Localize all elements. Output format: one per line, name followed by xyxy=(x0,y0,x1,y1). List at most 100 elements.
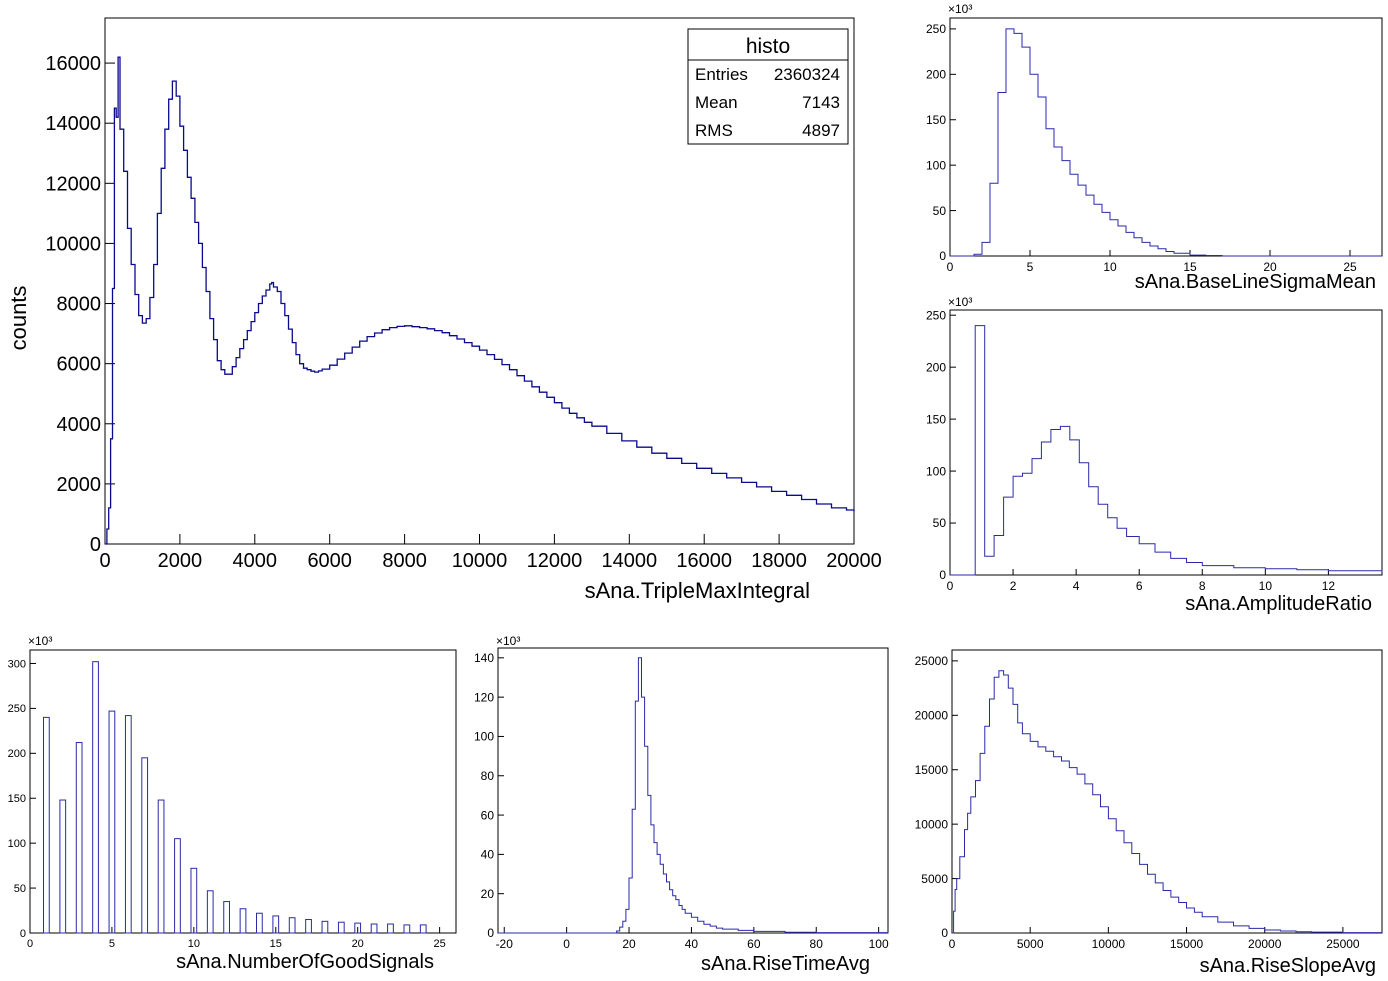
x-tick-label: 10000 xyxy=(452,550,508,572)
y-tick-label: 140 xyxy=(474,651,494,665)
x-tick-label: 60 xyxy=(747,937,761,951)
stats-box: histo Entries 2360324 Mean 7143 RMS 4897 xyxy=(687,28,849,145)
stats-label-entries: Entries xyxy=(695,65,748,84)
x-tick-label: 0 xyxy=(99,550,110,572)
y-tick-label: 100 xyxy=(474,730,494,744)
y-tick-label: 150 xyxy=(926,113,946,127)
bar xyxy=(174,838,181,934)
plot-frame xyxy=(949,309,1383,576)
x-tick-label: 0 xyxy=(27,938,33,950)
stats-value-rms: 4897 xyxy=(802,121,840,140)
y-tick-label: 50 xyxy=(933,204,947,218)
x-tick-label: 40 xyxy=(685,937,699,951)
x-axis-label: sAna.RiseSlopeAvg xyxy=(1200,955,1376,977)
stats-label-rms: RMS xyxy=(695,121,733,140)
y-tick-label: 40 xyxy=(481,848,495,862)
x-tick-label: 5 xyxy=(109,938,115,950)
bar xyxy=(141,757,149,934)
y-tick-label: 0 xyxy=(939,568,946,582)
y-tick-label: 15000 xyxy=(915,763,949,777)
x-tick-label: 2 xyxy=(1010,579,1017,593)
y-tick-label: 20 xyxy=(481,887,495,901)
y-tick-label: 2000 xyxy=(57,474,102,496)
y-tick-label: 12000 xyxy=(45,173,101,195)
x-tick-label: -20 xyxy=(496,937,514,951)
x-tick-label: 5 xyxy=(1027,260,1034,274)
x-tick-label: 80 xyxy=(810,937,824,951)
axes: 0 2000 4000 6000 8000 10000 12000 14000 16000 180… xyxy=(45,53,881,572)
bar xyxy=(124,715,132,934)
x-tick-label: 15 xyxy=(270,938,282,950)
bar xyxy=(223,901,230,934)
stats-value-mean: 7143 xyxy=(802,93,840,112)
y-tick-label: 60 xyxy=(481,808,495,822)
x-tick-label: 0 xyxy=(563,937,570,951)
y-tick-label: 200 xyxy=(8,748,26,760)
y-tick-label: 300 xyxy=(8,658,26,670)
y-tick-label: 200 xyxy=(926,68,946,82)
exponent-label: ×10³ xyxy=(948,2,972,16)
x-tick-label: 25 xyxy=(433,938,445,950)
x-tick-label: 12000 xyxy=(527,550,583,572)
bar xyxy=(370,923,378,934)
y-tick-label: 0 xyxy=(939,249,946,263)
y-tick-label: 4000 xyxy=(57,414,102,436)
bar xyxy=(92,661,99,934)
y-tick-label: 200 xyxy=(926,360,946,374)
x-tick-label: 4 xyxy=(1073,579,1080,593)
y-tick-label: 150 xyxy=(926,412,946,426)
x-tick-label: 20000 xyxy=(826,550,882,572)
histogram-line xyxy=(950,325,1383,576)
stats-title: histo xyxy=(746,35,790,58)
histogram-line xyxy=(105,56,855,545)
plot-frame xyxy=(29,649,457,934)
x-tick-label: 6 xyxy=(1136,579,1143,593)
y-tick-label: 25000 xyxy=(915,654,949,668)
axes: 0 5000 10000 15000 20000 25000 0 5000 10000 15000… xyxy=(915,654,1360,951)
histogram xyxy=(498,657,889,934)
bar xyxy=(403,924,411,934)
x-tick-label: 20 xyxy=(1263,260,1277,274)
x-tick-label: 10 xyxy=(1103,260,1117,274)
x-tick-label: 10000 xyxy=(1092,937,1126,951)
x-tick-label: 15 xyxy=(1183,260,1197,274)
histogram xyxy=(105,56,855,545)
x-tick-label: 5000 xyxy=(1017,937,1044,951)
x-axis-label: sAna.TripleMaxIntegral xyxy=(585,578,810,603)
histogram-line xyxy=(952,670,1383,934)
bar xyxy=(206,890,214,934)
x-tick-label: 15000 xyxy=(1170,937,1204,951)
x-tick-label: 8 xyxy=(1199,579,1206,593)
y-tick-label: 100 xyxy=(926,464,946,478)
y-tick-label: 8000 xyxy=(57,294,102,316)
y-tick-label: 5000 xyxy=(921,872,948,886)
histogram-line xyxy=(498,657,889,934)
y-tick-label: 100 xyxy=(8,838,26,850)
bar xyxy=(305,919,312,934)
x-tick-label: 0 xyxy=(949,937,956,951)
bar xyxy=(157,799,165,934)
y-tick-label: 0 xyxy=(90,534,101,556)
x-axis-label: sAna.NumberOfGoodSignals xyxy=(176,951,434,973)
stats-value-entries: 2360324 xyxy=(774,65,840,84)
y-axis-label: counts xyxy=(6,286,31,351)
exponent-label: ×10³ xyxy=(948,295,972,309)
y-tick-label: 10000 xyxy=(45,233,101,255)
y-tick-label: 120 xyxy=(474,690,494,704)
x-tick-label: 25000 xyxy=(1326,937,1360,951)
x-axis-label: sAna.BaseLineSigmaMean xyxy=(1135,271,1376,293)
x-tick-label: 0 xyxy=(947,579,954,593)
y-tick-label: 50 xyxy=(933,516,947,530)
y-tick-label: 10000 xyxy=(915,817,949,831)
x-tick-label: 20 xyxy=(352,938,364,950)
bar xyxy=(59,799,67,934)
y-tick-label: 80 xyxy=(481,769,495,783)
y-tick-label: 50 xyxy=(14,883,26,895)
panel-riseslope: 0 5000 10000 15000 20000 25000 0 5000 10000 15000… xyxy=(915,649,1383,977)
x-axis-label: sAna.RiseTimeAvg xyxy=(701,953,870,975)
bar xyxy=(272,915,280,934)
y-tick-label: 250 xyxy=(8,703,26,715)
